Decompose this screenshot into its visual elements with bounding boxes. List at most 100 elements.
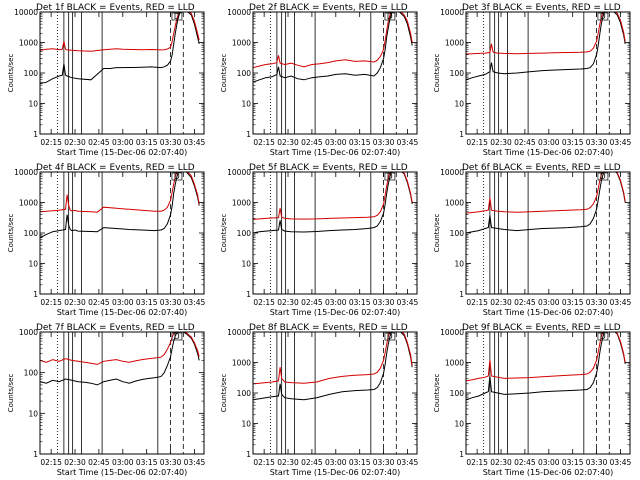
y-tick-label: 100 [450, 389, 465, 398]
x-tick-label: 03:15 [562, 458, 584, 467]
x-tick-label: 02:30 [490, 138, 512, 147]
x-tick-label: 02:15 [40, 138, 62, 147]
x-tick-label: 02:45 [301, 458, 323, 467]
y-axis-label: Counts/sec [7, 54, 15, 93]
y-tick-label: 1000 [232, 359, 251, 368]
series-events-line [40, 172, 200, 239]
interval-box [384, 12, 396, 21]
series-events-line [40, 332, 200, 386]
x-tick-label: 03:00 [538, 458, 560, 467]
x-tick-label: 03:00 [325, 138, 347, 147]
x-tick-label: 02:15 [253, 138, 275, 147]
interval-box-label: D [387, 332, 393, 341]
x-axis-label: Start Time (15-Dec-06 02:07:40) [270, 308, 401, 317]
x-tick-label: 02:15 [466, 458, 488, 467]
y-tick-label: 100 [450, 229, 465, 238]
x-tick-label: 02:15 [466, 298, 488, 307]
y-tick-label: 10 [454, 260, 464, 269]
x-axis-label: Start Time (15-Dec-06 02:07:40) [270, 148, 401, 157]
y-tick-label: 10000 [227, 8, 251, 17]
interval-box-label: D [600, 172, 606, 181]
x-tick-label: 03:00 [325, 458, 347, 467]
plot-title: Det 2f BLACK = Events, RED = LLD [249, 3, 408, 13]
x-tick-label: 02:30 [64, 298, 86, 307]
x-tick-label: 02:30 [490, 298, 512, 307]
x-axis-label: Start Time (15-Dec-06 02:07:40) [483, 468, 614, 477]
y-tick-label: 1000 [445, 199, 464, 208]
y-axis-label: Counts/sec [220, 54, 228, 93]
y-axis-label: Counts/sec [7, 214, 15, 253]
series-lld-line [40, 12, 200, 52]
x-tick-label: 03:15 [349, 458, 371, 467]
y-tick-label: 1000 [19, 328, 38, 337]
y-axis-label: Counts/sec [7, 374, 15, 413]
plot-frame [39, 171, 205, 295]
y-tick-label: 1 [33, 290, 38, 299]
x-tick-label: 03:45 [610, 298, 632, 307]
y-tick-label: 1 [459, 450, 464, 459]
x-axis-label: Start Time (15-Dec-06 02:07:40) [57, 308, 188, 317]
x-tick-label: 02:30 [64, 138, 86, 147]
x-tick-label: 02:30 [277, 458, 299, 467]
x-tick-label: 03:45 [184, 298, 206, 307]
y-tick-label: 1000 [19, 199, 38, 208]
y-tick-label: 1 [33, 450, 38, 459]
x-tick-label: 02:45 [88, 458, 110, 467]
x-tick-label: 03:00 [325, 298, 347, 307]
x-axis-label: Start Time (15-Dec-06 02:07:40) [57, 148, 188, 157]
interval-box [171, 332, 183, 341]
interval-box [384, 172, 396, 181]
x-tick-label: 03:15 [136, 138, 158, 147]
x-tick-label: 03:45 [397, 138, 419, 147]
series-lld-line [40, 172, 200, 213]
x-tick-label: 02:45 [301, 298, 323, 307]
x-tick-label: 03:45 [397, 298, 419, 307]
plot-frame [252, 171, 418, 295]
series-lld-line [466, 332, 626, 382]
x-tick-label: 03:30 [586, 298, 608, 307]
x-axis-label: Start Time (15-Dec-06 02:07:40) [483, 148, 614, 157]
y-axis-label: Counts/sec [220, 374, 228, 413]
x-tick-label: 03:15 [136, 458, 158, 467]
y-tick-label: 1000 [445, 359, 464, 368]
y-tick-label: 10 [454, 420, 464, 429]
x-tick-label: 02:45 [88, 138, 110, 147]
y-tick-label: 1 [246, 130, 251, 139]
x-tick-label: 03:45 [184, 458, 206, 467]
plot-title: Det 6f BLACK = Events, RED = LLD [462, 163, 621, 173]
y-tick-label: 100 [237, 389, 252, 398]
interval-box [171, 12, 183, 21]
y-tick-label: 10 [28, 100, 38, 109]
y-tick-label: 1000 [19, 39, 38, 48]
y-tick-label: 1 [246, 290, 251, 299]
y-tick-label: 1000 [232, 199, 251, 208]
interval-box [597, 12, 609, 21]
interval-box [171, 172, 183, 181]
plot-title: Det 7f BLACK = Events, RED = LLD [36, 323, 195, 333]
y-tick-label: 10 [241, 420, 251, 429]
y-tick-label: 100 [24, 369, 39, 378]
interval-box-label: D [387, 12, 393, 21]
plot-frame [39, 331, 205, 455]
interval-box-label: D [600, 12, 606, 21]
y-tick-label: 10000 [227, 328, 251, 337]
x-tick-label: 02:15 [40, 458, 62, 467]
x-tick-label: 03:00 [538, 298, 560, 307]
x-tick-label: 02:15 [466, 138, 488, 147]
x-tick-label: 03:30 [373, 138, 395, 147]
y-tick-label: 100 [450, 69, 465, 78]
interval-box-label: D [387, 172, 393, 181]
x-tick-label: 03:00 [112, 298, 134, 307]
x-tick-label: 03:30 [373, 298, 395, 307]
x-tick-label: 03:45 [184, 138, 206, 147]
x-tick-label: 02:15 [40, 298, 62, 307]
x-tick-label: 03:15 [349, 138, 371, 147]
y-tick-label: 10000 [14, 168, 38, 177]
series-events-line [466, 172, 626, 234]
x-tick-label: 03:00 [538, 138, 560, 147]
x-tick-label: 02:45 [88, 298, 110, 307]
